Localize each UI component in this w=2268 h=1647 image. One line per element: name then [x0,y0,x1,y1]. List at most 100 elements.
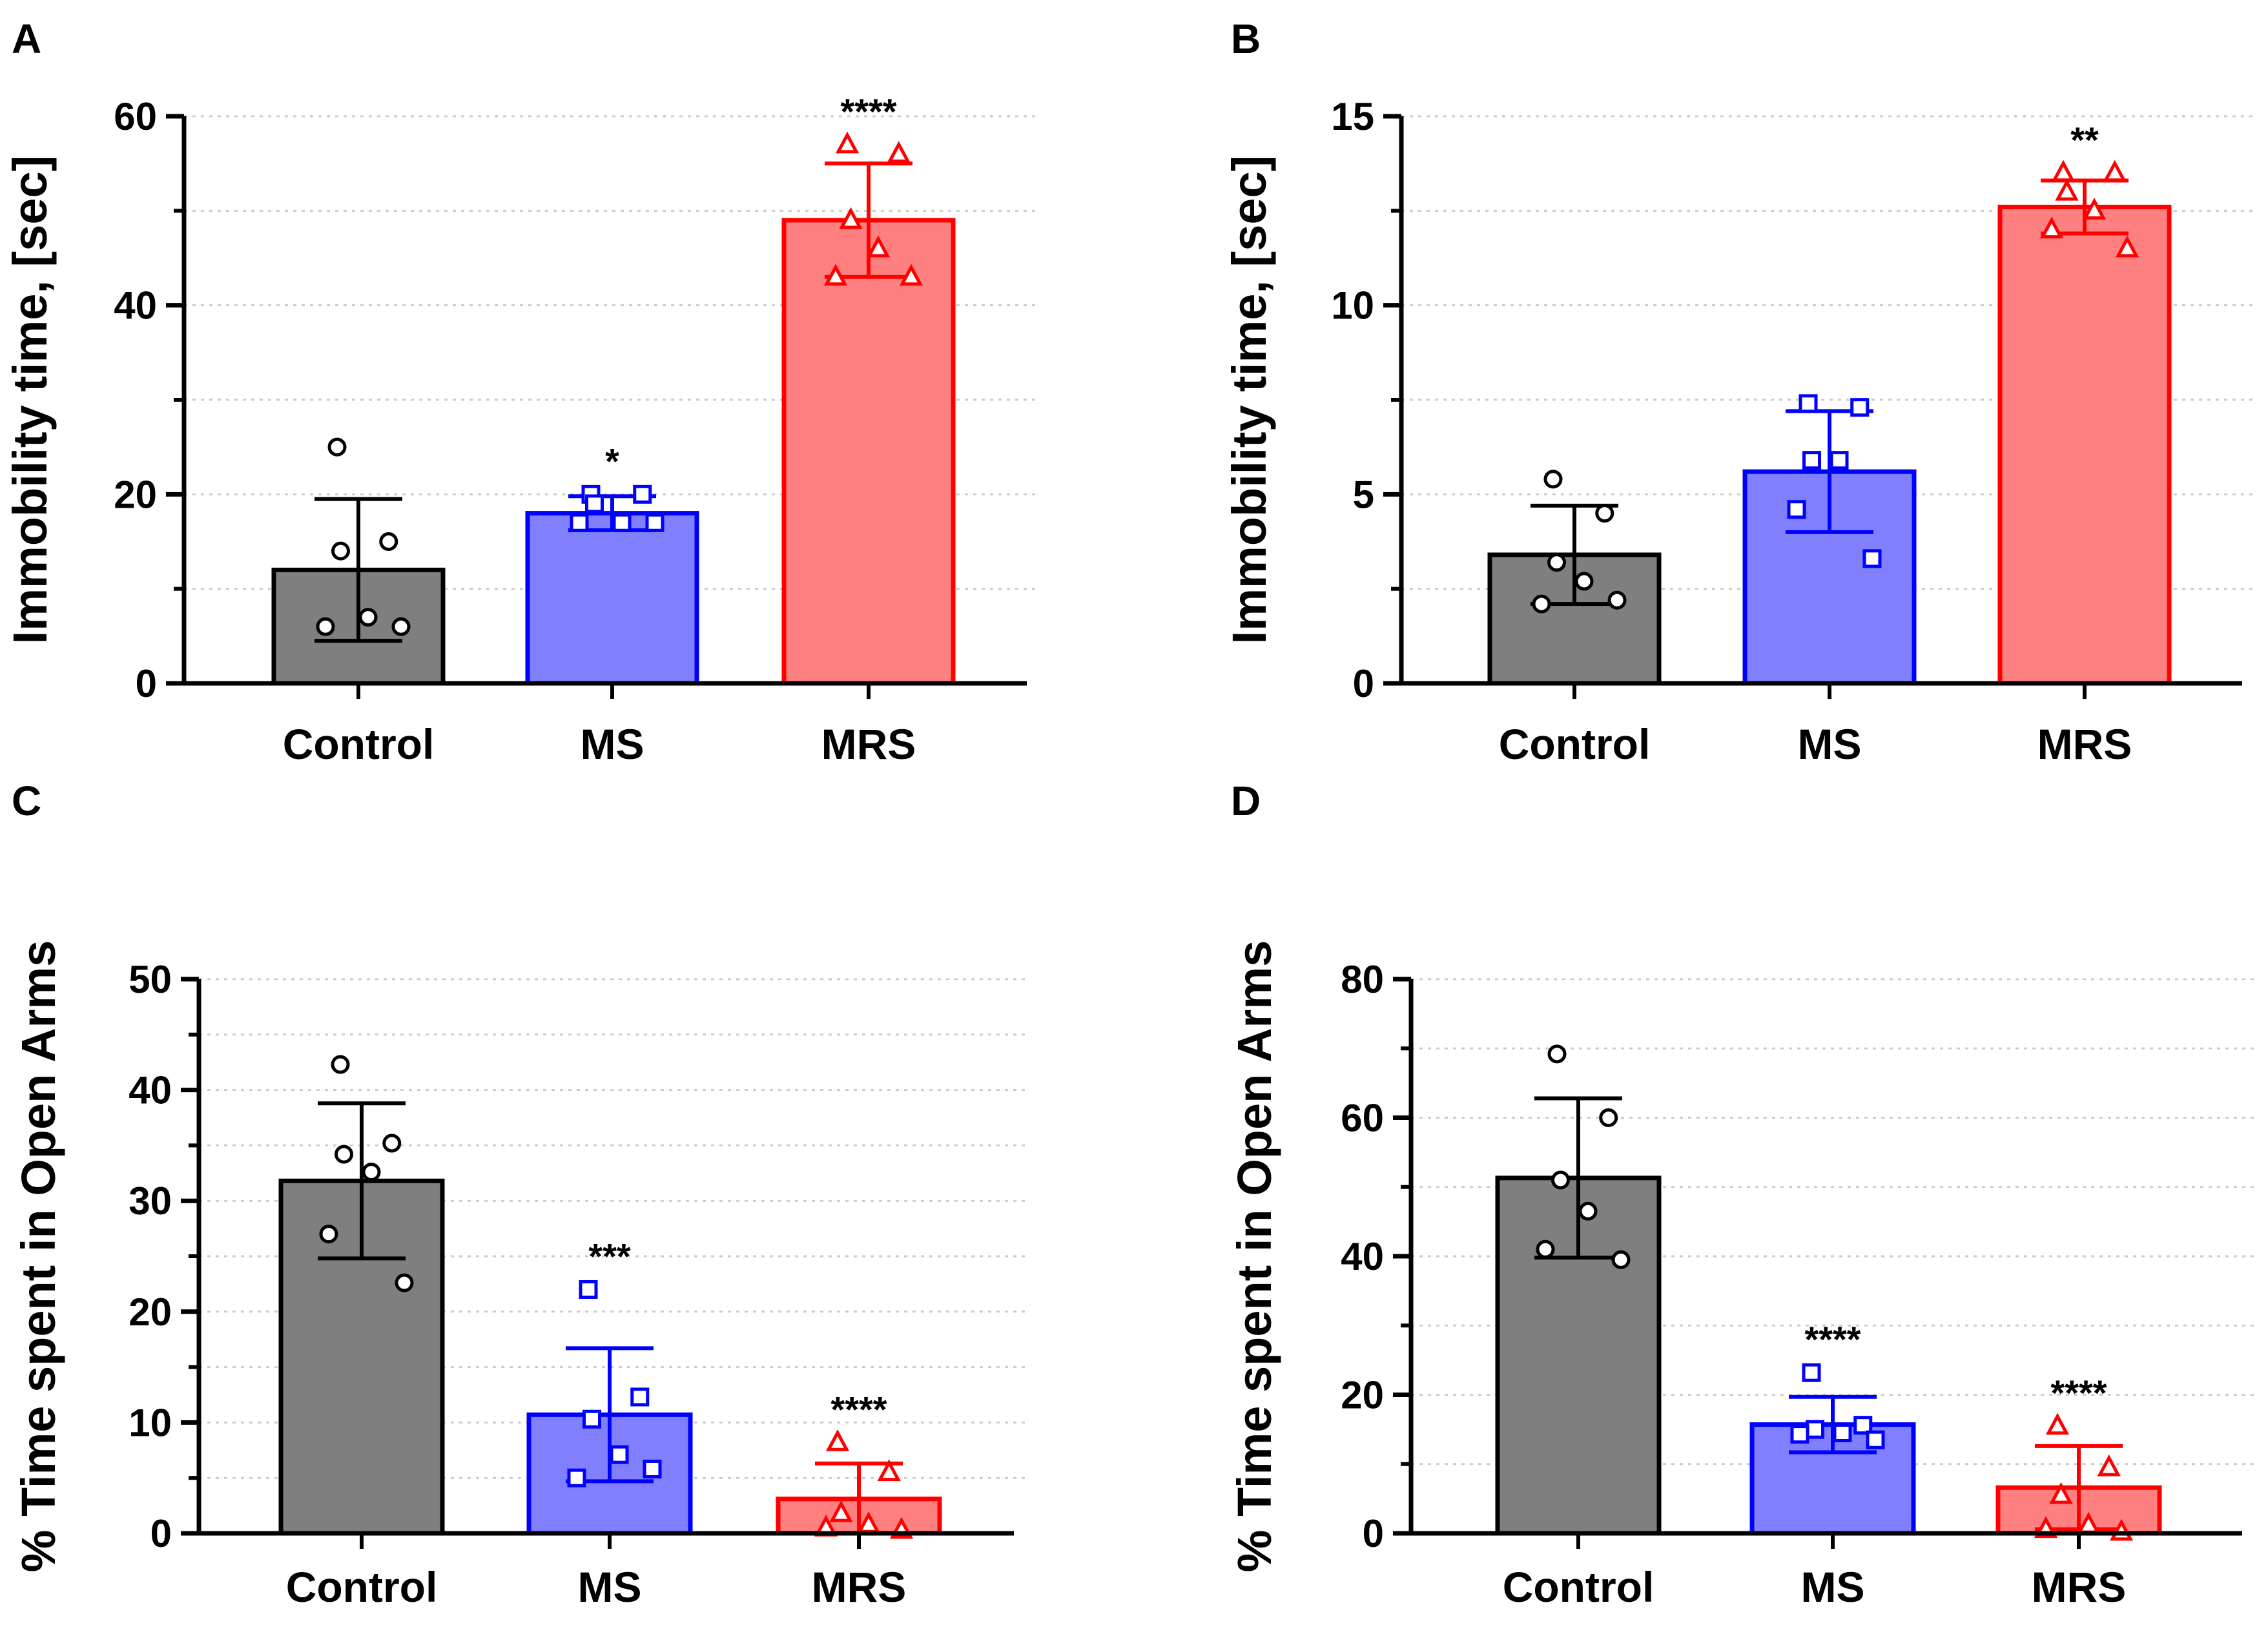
data-point-ms [1853,1416,1873,1435]
data-point-mrs [2049,1482,2073,1504]
data-point-ms [567,1468,586,1487]
data-point-ms [610,1445,629,1464]
data-point-mrs [839,207,863,229]
data-point-ms [645,513,665,532]
data-point-mrs [887,141,911,163]
data-point-ms [633,484,652,504]
y-tick-label: 50 [129,958,172,1001]
category-label: MS [1798,720,1862,768]
bar-mrs [781,218,956,686]
data-point-control [379,532,398,551]
y-tick-label: 0 [150,1512,172,1555]
bar-ms [525,511,699,686]
data-point-control [319,1225,338,1244]
data-point-control [391,617,411,636]
y-tick-label: 0 [1363,1512,1384,1555]
significance-label: **** [1804,1319,1861,1360]
data-point-mrs [2039,216,2064,239]
y-tick-label: 40 [114,284,157,327]
data-point-ms [643,1459,662,1478]
category-label: MS [581,720,644,768]
significance-label: **** [840,91,896,132]
y-axis-title: % Time spent in Open Arms [12,940,65,1573]
y-axis-title: Immobility time, [sec] [1222,156,1276,645]
data-point-control [1551,1170,1570,1190]
y-axis-title: Immobility time, [sec] [3,156,57,645]
data-point-control [1595,504,1614,523]
data-point-ms [1806,1420,1824,1439]
panel-letter: C [12,778,41,824]
y-tick-label: 20 [129,1290,172,1334]
data-point-ms [585,494,604,513]
category-label: MS [578,1563,642,1611]
data-point-control [316,617,335,636]
significance-label: **** [2050,1372,2107,1413]
category-label: Control [286,1563,438,1611]
data-point-mrs [866,235,891,258]
data-point-mrs [2103,160,2127,182]
data-point-control [1532,594,1551,614]
y-tick-label: 60 [1341,1097,1384,1140]
y-axis-title: % Time spent in Open Arms [1228,940,1281,1573]
data-point-control [382,1134,402,1153]
data-point-ms [1866,1430,1885,1449]
y-tick-label: 15 [1331,95,1374,138]
data-point-ms [1802,451,1821,470]
significance-label: * [605,440,619,481]
data-point-control [1574,572,1594,591]
data-point-mrs [2051,160,2076,182]
panel-letter: D [1231,778,1261,824]
data-point-control [1611,1250,1631,1269]
y-tick-label: 10 [1331,284,1374,327]
y-tick-label: 80 [1341,958,1384,1001]
panel-letter: A [12,16,41,62]
data-point-control [327,437,347,457]
data-point-ms [1790,1425,1809,1444]
data-point-ms [1833,1423,1852,1442]
data-point-control [395,1273,414,1292]
data-point-control [331,1055,350,1074]
data-point-control [1547,553,1566,572]
y-tick-label: 0 [136,662,157,705]
data-point-ms [582,1409,601,1429]
y-tick-label: 5 [1353,473,1374,516]
panel-letter: B [1231,16,1261,62]
data-point-mrs [2082,198,2107,220]
y-tick-label: 10 [129,1401,172,1444]
y-tick-label: 20 [1341,1374,1384,1417]
y-tick-label: 60 [114,95,157,138]
data-point-mrs [823,264,848,286]
data-point-mrs [877,1459,901,1482]
y-tick-label: 40 [1341,1235,1384,1278]
data-point-control [1536,1239,1555,1259]
category-label: Control [1503,1563,1655,1611]
data-point-ms [1850,398,1870,417]
significance-label: *** [588,1236,631,1276]
category-label: MS [1801,1563,1865,1611]
data-point-mrs [899,264,923,286]
data-point-mrs [835,131,860,154]
chart-panel-d: D Control **** MS **** MRS 0 20 40 60 80 % Time spe… [1228,778,2255,1611]
significance-label: ** [2070,119,2099,160]
y-tick-label: 40 [129,1069,172,1112]
data-point-control [331,541,350,561]
data-point-ms [1799,394,1818,413]
chart-panel-a: A Control * MS **** MRS 0 20 40 60 Immobility time… [3,16,1040,768]
y-tick-label: 20 [114,473,157,516]
y-tick-label: 0 [1353,662,1374,705]
chart-panel-c: C Control *** MS **** MRS 0 10 20 30 40 50 % Time sp… [12,778,1027,1611]
data-point-mrs [825,1429,850,1451]
category-label: Control [283,720,435,768]
data-point-ms [1787,500,1806,519]
data-point-control [1607,590,1627,610]
chart-panel-b: B Control MS ** MRS 0 5 10 15 Immobility time, [s… [1222,16,2255,768]
data-point-ms [579,1279,598,1299]
data-point-mrs [2045,1413,2070,1435]
data-point-ms [630,1387,650,1407]
data-point-control [1578,1201,1598,1221]
category-label: MRS [2037,720,2132,768]
data-point-ms [1830,451,1849,470]
data-point-mrs [2055,178,2079,201]
category-label: Control [1499,720,1651,768]
y-tick-label: 30 [129,1179,172,1223]
